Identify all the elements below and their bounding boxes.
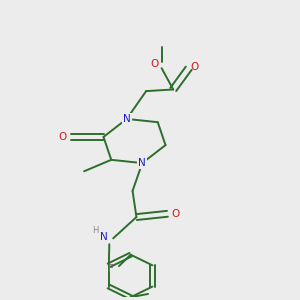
Text: H: H — [92, 226, 98, 235]
Text: N: N — [123, 114, 130, 124]
Text: F: F — [108, 264, 114, 274]
Text: N: N — [138, 158, 146, 168]
Text: O: O — [190, 61, 199, 72]
Text: N: N — [100, 232, 108, 242]
Text: O: O — [151, 59, 159, 69]
Text: O: O — [172, 209, 180, 219]
Text: O: O — [58, 132, 66, 142]
